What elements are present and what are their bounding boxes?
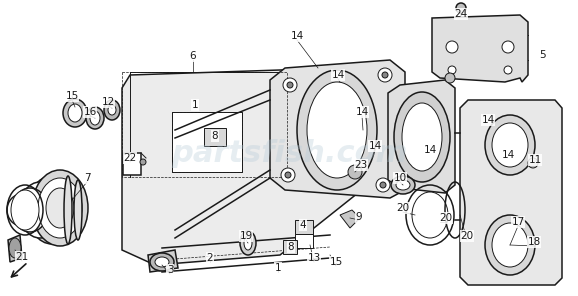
Ellipse shape	[382, 72, 388, 78]
Ellipse shape	[412, 192, 448, 238]
Ellipse shape	[74, 180, 82, 240]
Ellipse shape	[240, 231, 256, 255]
Bar	[123, 153, 141, 175]
Text: 20: 20	[439, 213, 453, 223]
Ellipse shape	[32, 170, 88, 246]
Text: 9: 9	[355, 212, 362, 222]
Ellipse shape	[394, 92, 450, 182]
Ellipse shape	[297, 70, 377, 190]
Ellipse shape	[448, 66, 456, 74]
Bar	[295, 220, 313, 234]
Polygon shape	[432, 15, 528, 82]
Ellipse shape	[244, 236, 252, 250]
Text: 14: 14	[368, 141, 381, 151]
Polygon shape	[388, 80, 455, 193]
Text: 5: 5	[540, 50, 546, 60]
Polygon shape	[8, 235, 22, 262]
Text: 14: 14	[501, 150, 514, 160]
Ellipse shape	[402, 103, 442, 171]
Ellipse shape	[12, 188, 48, 232]
Ellipse shape	[485, 215, 535, 275]
Text: 17: 17	[512, 217, 525, 227]
Ellipse shape	[9, 238, 21, 258]
Ellipse shape	[86, 107, 104, 129]
Ellipse shape	[446, 41, 458, 53]
Text: 13: 13	[307, 253, 321, 263]
Ellipse shape	[456, 3, 466, 13]
Polygon shape	[340, 210, 360, 228]
Ellipse shape	[376, 178, 390, 192]
Polygon shape	[148, 250, 178, 272]
Text: 15: 15	[329, 257, 343, 267]
Text: 7: 7	[84, 173, 90, 183]
Text: 16: 16	[83, 107, 97, 117]
Text: partsfish.com: partsfish.com	[171, 139, 407, 168]
Text: 24: 24	[454, 9, 468, 19]
Text: 3: 3	[166, 265, 173, 275]
Text: 4: 4	[299, 220, 306, 230]
Text: 1: 1	[192, 100, 198, 110]
Ellipse shape	[27, 176, 77, 244]
Ellipse shape	[285, 172, 291, 178]
Ellipse shape	[38, 178, 82, 238]
Text: 14: 14	[423, 145, 436, 155]
Ellipse shape	[504, 66, 512, 74]
Ellipse shape	[492, 123, 528, 167]
Ellipse shape	[64, 176, 72, 244]
Bar	[295, 234, 313, 248]
Ellipse shape	[150, 253, 174, 271]
Ellipse shape	[11, 190, 39, 230]
Ellipse shape	[283, 78, 297, 92]
Ellipse shape	[281, 168, 295, 182]
Ellipse shape	[63, 99, 87, 127]
Text: 22: 22	[123, 153, 136, 163]
Text: 19: 19	[239, 231, 253, 241]
Ellipse shape	[155, 257, 169, 267]
Ellipse shape	[140, 159, 146, 165]
Text: 8: 8	[212, 131, 218, 141]
Polygon shape	[270, 60, 405, 198]
Ellipse shape	[90, 111, 100, 125]
Ellipse shape	[485, 115, 535, 175]
Text: 20: 20	[397, 203, 410, 213]
Ellipse shape	[104, 100, 120, 120]
Bar	[172, 112, 242, 172]
Ellipse shape	[380, 182, 386, 188]
Text: 1: 1	[275, 263, 281, 273]
Text: 8: 8	[288, 242, 294, 252]
Ellipse shape	[287, 82, 293, 88]
Text: 12: 12	[101, 97, 114, 107]
Ellipse shape	[68, 104, 82, 122]
Ellipse shape	[528, 158, 538, 168]
Bar	[283, 240, 297, 254]
Text: 14: 14	[331, 70, 344, 80]
Ellipse shape	[307, 82, 367, 178]
Text: 14: 14	[355, 107, 369, 117]
Text: 23: 23	[354, 160, 368, 170]
Ellipse shape	[502, 41, 514, 53]
Text: 11: 11	[528, 155, 542, 165]
Text: 14: 14	[481, 115, 495, 125]
Text: 15: 15	[65, 91, 79, 101]
Text: 6: 6	[190, 51, 197, 61]
Ellipse shape	[46, 188, 74, 228]
Polygon shape	[460, 100, 562, 285]
Text: 20: 20	[461, 231, 473, 241]
Ellipse shape	[348, 165, 362, 179]
Text: 21: 21	[16, 252, 29, 262]
Ellipse shape	[492, 223, 528, 267]
Text: 2: 2	[207, 253, 213, 263]
Ellipse shape	[378, 68, 392, 82]
Ellipse shape	[108, 105, 116, 115]
Ellipse shape	[391, 176, 415, 194]
Bar	[204, 128, 226, 146]
Ellipse shape	[7, 194, 37, 226]
Ellipse shape	[396, 180, 410, 190]
Polygon shape	[122, 68, 368, 265]
Text: 10: 10	[394, 173, 406, 183]
Text: 14: 14	[290, 31, 303, 41]
Text: 18: 18	[527, 237, 540, 247]
Ellipse shape	[445, 73, 455, 83]
Ellipse shape	[19, 182, 61, 238]
